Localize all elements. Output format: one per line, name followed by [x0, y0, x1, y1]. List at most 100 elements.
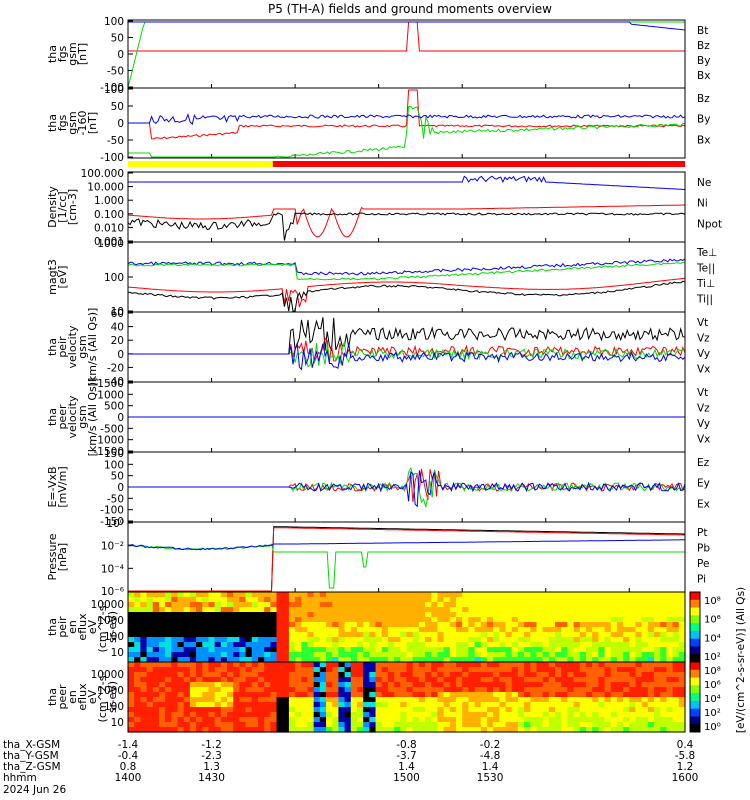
spectrogram-cell — [158, 592, 166, 598]
spectrogram-cell — [561, 637, 569, 643]
spectrogram-cell — [678, 667, 686, 673]
spectrogram-cell — [678, 592, 686, 598]
spectrogram-cell — [567, 662, 575, 668]
spectrogram-cell — [400, 707, 408, 713]
axis-row-value: 1430 — [198, 772, 225, 784]
spectrogram-cell — [394, 717, 401, 723]
spectrogram-cell — [629, 717, 637, 723]
spectrogram-cell — [369, 612, 377, 618]
spectrogram-cell — [257, 722, 265, 728]
spectrogram-cell — [344, 602, 352, 608]
spectrogram-cell — [431, 727, 439, 733]
y-tick-label: 10.000 — [87, 182, 124, 194]
spectrogram-cell — [171, 627, 179, 633]
spectrogram-cell — [189, 672, 197, 678]
spectrogram-cell — [375, 617, 383, 623]
spectrogram-cell — [152, 602, 160, 608]
spectrogram-cell — [140, 607, 148, 613]
spectrogram-cell — [592, 612, 599, 618]
spectrogram-cell — [604, 722, 612, 728]
spectrogram-cell — [202, 672, 210, 678]
spectrogram-cell — [418, 642, 426, 648]
spectrogram-cell — [344, 722, 352, 728]
spectrogram-cell — [239, 667, 247, 673]
spectrogram-cell — [128, 612, 135, 618]
spectrogram-peer_spec — [128, 662, 686, 733]
spectrogram-cell — [654, 667, 661, 673]
spectrogram-cell — [493, 667, 500, 673]
spectrogram-cell — [245, 592, 253, 598]
spectrogram-cell — [264, 652, 271, 658]
spectrogram-cell — [313, 727, 321, 733]
spectrogram-cell — [431, 702, 439, 708]
spectrogram-cell — [468, 677, 476, 683]
spectrogram-cell — [400, 647, 408, 653]
spectrogram-cell — [660, 702, 668, 708]
spectrogram-cell — [400, 717, 408, 723]
spectrogram-cell — [394, 707, 401, 713]
spectrogram-cell — [202, 632, 210, 638]
spectrogram-cell — [128, 617, 135, 623]
spectrogram-cell — [678, 672, 686, 678]
colorbar-step — [690, 662, 700, 671]
spectrogram-cell — [592, 692, 599, 698]
spectrogram-cell — [332, 687, 340, 693]
spectrogram-cell — [363, 602, 370, 608]
spectrogram-cell — [629, 677, 637, 683]
spectrogram-cell — [344, 612, 352, 618]
spectrogram-cell — [369, 717, 377, 723]
spectrogram-cell — [189, 657, 197, 663]
spectrogram-cell — [443, 637, 451, 643]
spectrogram-cell — [245, 647, 253, 653]
spectrogram-cell — [319, 692, 327, 698]
spectrogram-cell — [561, 627, 569, 633]
spectrogram-cell — [672, 627, 680, 633]
y-tick-label: 1500 — [97, 378, 124, 390]
spectrogram-cell — [332, 612, 340, 618]
spectrogram-cell — [270, 592, 278, 598]
spectrogram-cell — [264, 657, 271, 663]
spectrogram-cell — [387, 677, 395, 683]
spectrogram-cell — [542, 672, 550, 678]
spectrogram-cell — [301, 712, 309, 718]
spectrogram-cell — [239, 597, 247, 603]
spectrogram-cell — [214, 612, 222, 618]
spectrogram-cell — [443, 702, 451, 708]
spectrogram-cell — [394, 612, 401, 618]
spectrogram-cell — [183, 682, 191, 688]
spectrogram-cell — [171, 597, 179, 603]
spectrogram-cell — [220, 632, 228, 638]
spectrogram-cell — [375, 652, 383, 658]
spectrogram-cell — [530, 717, 538, 723]
spectrogram-cell — [604, 602, 612, 608]
spectrogram-cell — [369, 647, 377, 653]
spectrogram-cell — [307, 727, 315, 733]
spectrogram-cell — [418, 702, 426, 708]
spectrogram-cell — [616, 707, 624, 713]
spectrogram-cell — [542, 707, 550, 713]
spectrogram-cell — [313, 617, 321, 623]
spectrogram-cell — [437, 707, 445, 713]
axis-row-value: 1.2 — [677, 761, 694, 773]
spectrogram-cell — [134, 647, 141, 653]
spectrogram-cell — [418, 652, 426, 658]
spectrogram-cell — [208, 647, 216, 653]
spectrogram-cell — [158, 672, 166, 678]
y-tick-label: 10 — [111, 647, 124, 659]
panel-peir_spec: thapeirenefluxeV(cm^2-s-sr-eV)1000010001… — [46, 591, 721, 663]
spectrogram-cell — [406, 697, 414, 703]
spectrogram-cell — [128, 707, 135, 713]
spectrogram-cell — [449, 642, 457, 648]
panel-ylabel: velocity — [66, 325, 79, 368]
spectrogram-cell — [177, 717, 185, 723]
spectrogram-cell — [307, 672, 315, 678]
spectrogram-cell — [152, 682, 160, 688]
spectrogram-cell — [375, 637, 383, 643]
spectrogram-cell — [227, 652, 234, 658]
spectrogram-cell — [555, 622, 562, 628]
y-tick-label: 10000 — [91, 669, 124, 681]
spectrogram-cell — [313, 632, 321, 638]
spectrogram-cell — [369, 727, 377, 733]
spectrogram-cell — [282, 712, 290, 718]
spectrogram-cell — [449, 627, 457, 633]
